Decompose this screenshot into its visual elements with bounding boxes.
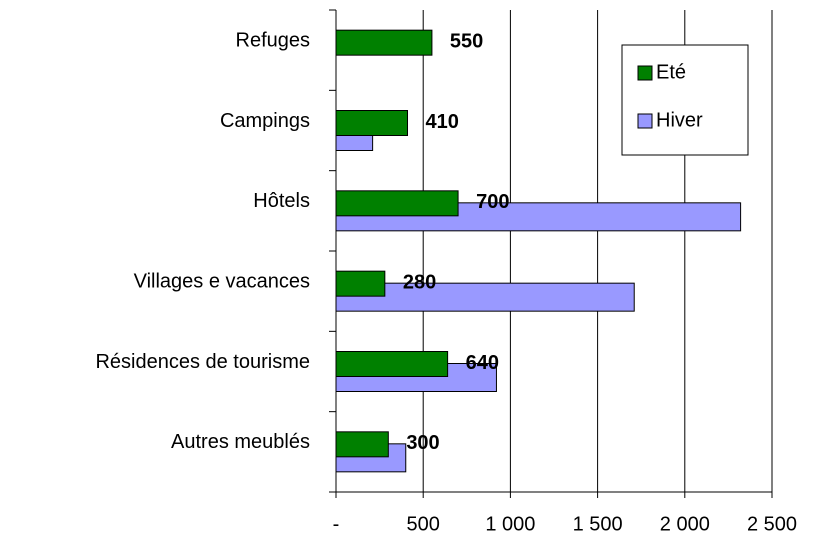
bar (335, 431, 389, 458)
bar (335, 190, 459, 217)
x-tick-label: 1 500 (573, 513, 623, 535)
legend-label: Hiver (656, 109, 703, 131)
bar (335, 29, 433, 56)
legend (621, 44, 749, 156)
x-tick-label: 1 000 (485, 513, 535, 535)
y-tick-label: Refuges (236, 29, 311, 51)
x-tick-label: 500 (407, 513, 440, 535)
bar (335, 270, 386, 297)
data-label: 700 (476, 191, 509, 213)
bar (335, 110, 409, 136)
y-tick-label: Villages e vacances (134, 270, 310, 292)
legend-label: Eté (656, 61, 686, 83)
y-tick-label: Résidences de tourisme (95, 351, 310, 373)
y-tick-label: Autres meublés (171, 431, 310, 453)
data-label: 410 (426, 111, 459, 133)
x-tick-label: - (333, 513, 340, 535)
data-label: 280 (403, 271, 436, 293)
data-label: 550 (450, 30, 483, 52)
data-label: 300 (406, 432, 439, 454)
data-label: 640 (466, 352, 499, 374)
bar (335, 282, 635, 312)
x-tick-label: 2 000 (660, 513, 710, 535)
legend-swatch (637, 113, 653, 129)
x-tick-label: 2 500 (747, 513, 797, 535)
bar (335, 351, 449, 377)
y-tick-label: Campings (220, 110, 310, 132)
legend-swatch (637, 65, 653, 81)
y-tick-label: Hôtels (253, 190, 310, 212)
